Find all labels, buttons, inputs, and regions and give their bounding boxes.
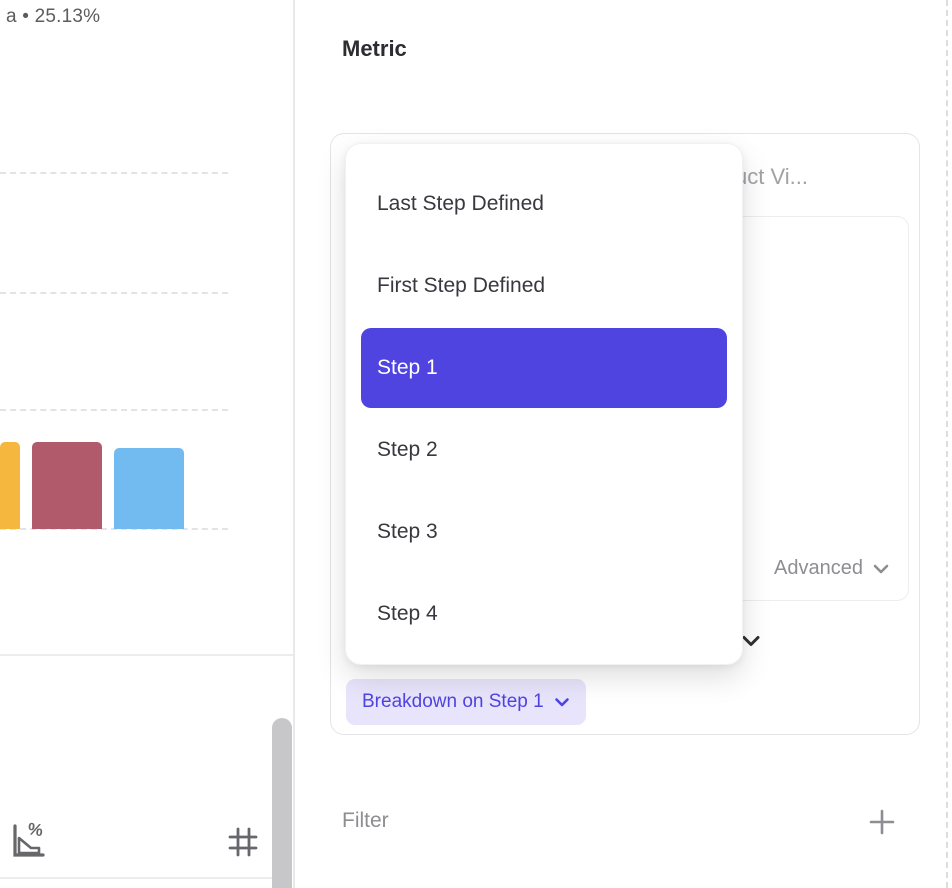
number-hash-icon[interactable] xyxy=(225,824,261,860)
legend-entry-truncated: a • 25.13% xyxy=(6,6,101,27)
gridline xyxy=(0,172,228,174)
vertical-scrollbar[interactable] xyxy=(272,718,292,888)
step-selector-dropdown: Last Step Defined First Step Defined Step … xyxy=(345,143,743,665)
adjacent-panel-dashed-edge xyxy=(946,0,948,888)
dropdown-item-step-2[interactable]: Step 2 xyxy=(377,438,438,461)
advanced-toggle[interactable]: Advanced xyxy=(774,557,890,580)
gridline xyxy=(0,409,228,411)
dropdown-item-first-step-defined[interactable]: First Step Defined xyxy=(377,274,546,297)
filter-section-title: Filter xyxy=(342,809,389,832)
dropdown-item-step-4[interactable]: Step 4 xyxy=(377,602,438,625)
chevron-down-icon xyxy=(554,697,570,708)
gridline-baseline xyxy=(0,528,228,530)
bar-blue[interactable] xyxy=(114,448,184,529)
advanced-label: Advanced xyxy=(774,557,863,579)
breakdown-label: Breakdown on Step 1 xyxy=(362,691,544,712)
dropdown-item-last-step-defined[interactable]: Last Step Defined xyxy=(377,192,544,215)
dropdown-item-step-3[interactable]: Step 3 xyxy=(377,520,438,543)
bar-maroon[interactable] xyxy=(32,442,102,529)
conversion-percent-chart-icon[interactable]: % xyxy=(6,818,48,862)
breakdown-on-step-button[interactable]: Breakdown on Step 1 xyxy=(346,679,586,725)
left-panel-separator xyxy=(0,654,293,656)
event-name-truncated[interactable]: uct Vi... xyxy=(735,164,808,189)
metric-section-title: Metric xyxy=(342,36,407,61)
collapse-chevron-icon[interactable] xyxy=(741,634,761,648)
dropdown-item-step-1[interactable]: Step 1 xyxy=(361,328,727,408)
add-filter-button[interactable] xyxy=(867,807,897,837)
chevron-down-icon xyxy=(872,563,890,575)
svg-text:%: % xyxy=(27,819,45,840)
bar-orange[interactable] xyxy=(0,442,20,529)
gridline xyxy=(0,292,228,294)
left-panel-bottom-line xyxy=(0,877,272,879)
panel-divider xyxy=(293,0,295,888)
